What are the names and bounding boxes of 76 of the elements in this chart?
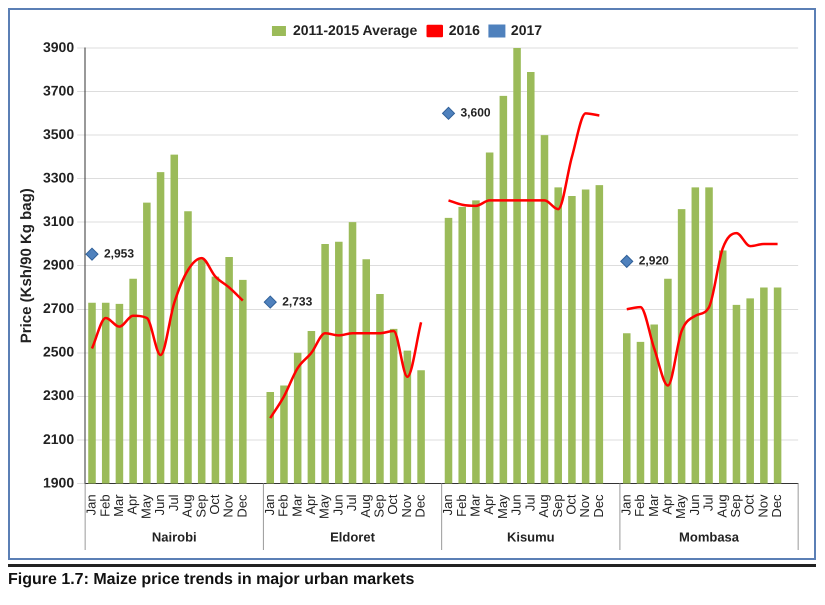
y-tick-label: 2700 xyxy=(42,300,74,316)
x-tick-label: Jun xyxy=(686,494,702,516)
legend-label: 2011-2015 Average xyxy=(292,22,418,38)
x-tick-label: Jun xyxy=(330,494,346,516)
x-tick-label: Sep xyxy=(372,494,387,518)
data-label: 2,733 xyxy=(282,294,313,308)
x-tick-label: May xyxy=(316,494,332,520)
x-tick-label: Jan xyxy=(440,494,456,516)
x-tick-label: Oct xyxy=(206,494,222,515)
text: Kisumu xyxy=(506,530,555,545)
x-tick-label: Dec xyxy=(590,494,606,518)
x-tick-label: Apr xyxy=(481,494,496,515)
data-label: 3,600 xyxy=(460,106,491,120)
x-tick-label: Jan xyxy=(84,494,99,516)
x-tick-label: Sep xyxy=(728,494,744,518)
x-tick-label: Apr xyxy=(302,494,318,515)
x-tick-label: May xyxy=(138,494,154,520)
x-tick-label: Sep xyxy=(193,494,208,518)
x-tick-label: Apr xyxy=(659,494,674,515)
x-tick-label: Jul xyxy=(700,494,716,512)
y-tick-label: 1900 xyxy=(42,474,74,490)
x-tick-label: Aug xyxy=(358,494,373,518)
x-tick-label: May xyxy=(673,494,688,520)
point xyxy=(264,296,277,309)
text: Eldoret xyxy=(330,530,376,545)
x-tick-label: Dec xyxy=(412,494,428,518)
x-tick-label: Dec xyxy=(769,494,784,518)
x-tick-label: Feb xyxy=(454,494,469,517)
x-tick-label: Apr xyxy=(124,494,140,515)
y-axis-title: Price (Ksh/90 Kg bag) xyxy=(18,188,36,344)
y-tick-label: 3100 xyxy=(42,213,74,230)
y-tick-label: 2300 xyxy=(42,387,74,404)
x-tick-label: Jan xyxy=(618,494,634,516)
x-tick-label: Jul xyxy=(344,494,360,512)
x-tick-label: Aug xyxy=(180,494,195,518)
x-tick-label: Nov xyxy=(755,494,770,518)
x-tick-label: Dec xyxy=(234,494,250,518)
y-tick-label: 2100 xyxy=(42,430,74,447)
x-tick-label: Oct xyxy=(385,494,400,515)
text: Mombasa xyxy=(679,530,740,545)
y-tick-label: 2500 xyxy=(42,344,74,360)
x-tick-label: Nov xyxy=(577,494,592,518)
x-tick-label: Sep xyxy=(550,494,565,518)
x-tick-label: Jan xyxy=(262,494,277,516)
data-label: 2,920 xyxy=(638,254,670,268)
x-tick-label: Feb xyxy=(632,494,648,517)
x-tick-label: Jun xyxy=(508,494,524,516)
x-tick-label: Mar xyxy=(646,494,661,517)
x-tick-label: Jul xyxy=(522,494,538,512)
point xyxy=(620,254,634,268)
text: Figure 1.7: Maize price trends in major urban markets xyxy=(8,564,816,589)
x-tick-label: May xyxy=(494,494,510,520)
x-tick-label: Oct xyxy=(742,494,757,515)
y-tick-label: 3900 xyxy=(42,38,74,55)
x-tick-label: Feb xyxy=(97,494,112,517)
x-tick-label: Nov xyxy=(398,494,414,518)
x-tick-label: Mar xyxy=(289,494,304,517)
x-tick-label: Aug xyxy=(536,494,552,518)
x-tick-label: Nov xyxy=(220,494,236,518)
y-tick-label: 2900 xyxy=(42,256,74,273)
y-tick-label: 3700 xyxy=(42,82,74,98)
data-label: 2,953 xyxy=(104,246,134,260)
x-tick-label: Jul xyxy=(166,494,181,512)
y-tick-label: 3500 xyxy=(42,126,74,142)
point xyxy=(86,248,98,261)
y-tick-label: 3300 xyxy=(42,169,74,186)
x-tick-label: Mar xyxy=(111,494,126,517)
x-tick-label: Mar xyxy=(468,494,483,517)
text: Nairobi xyxy=(152,530,197,545)
x-tick-label: Feb xyxy=(276,494,291,517)
x-tick-label: Oct xyxy=(563,494,578,515)
legend-label: 2016 xyxy=(448,22,480,38)
x-tick-label: Jun xyxy=(152,494,168,516)
legend-label: 2017 xyxy=(510,22,542,38)
point xyxy=(442,106,456,120)
x-tick-label: Aug xyxy=(714,494,730,518)
